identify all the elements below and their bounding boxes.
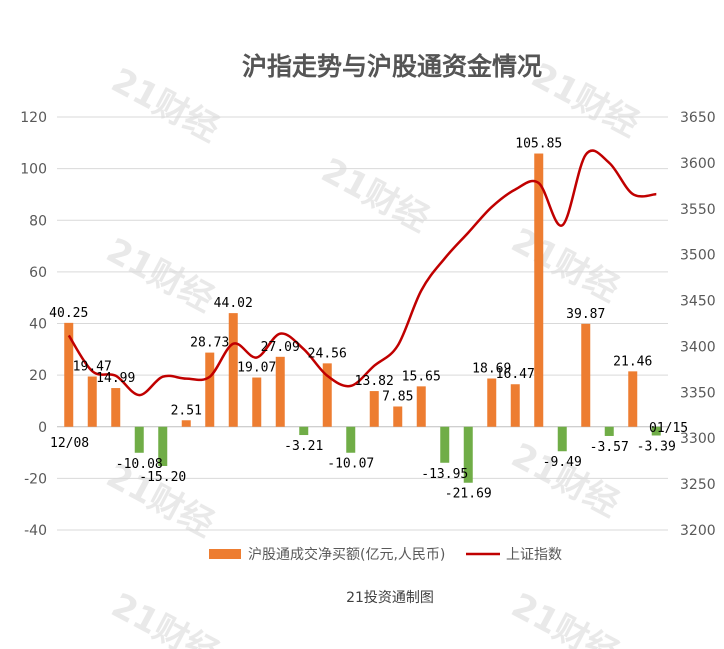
left-tick-label: -20: [24, 471, 47, 487]
bar: [393, 406, 403, 427]
bar: [228, 313, 238, 427]
right-tick-label: 3200: [680, 523, 716, 539]
watermark-text: 21财经: [100, 231, 221, 320]
left-tick-label: -40: [24, 523, 47, 539]
bar: [158, 426, 168, 466]
bar-value-label: -13.95: [421, 467, 468, 482]
bar: [346, 426, 356, 453]
bar: [487, 378, 497, 427]
bar-value-label: 13.82: [355, 374, 394, 389]
bar: [275, 356, 285, 427]
bar-value-label: 105.85: [515, 137, 562, 152]
bar-value-label: -3.39: [637, 440, 676, 455]
right-tick-label: 3350: [680, 385, 716, 401]
bar: [322, 363, 332, 427]
bar: [134, 426, 144, 453]
left-tick-label: 120: [20, 110, 47, 126]
bar: [205, 352, 215, 427]
left-y-axis: -40 -20 0 20 40 60 80 100 120: [20, 110, 47, 539]
bar-value-label: 28.73: [190, 336, 229, 351]
bar-value-label: 40.25: [49, 306, 88, 321]
bar-value-label: 21.46: [613, 354, 652, 369]
bar-value-label: -10.08: [116, 457, 163, 472]
x-start-label: 12/08: [50, 436, 89, 451]
right-tick-label: 3500: [680, 248, 716, 264]
bar: [628, 371, 638, 427]
bar: [440, 426, 450, 463]
legend-line-label: 上证指数: [506, 547, 562, 563]
bar-value-label: 19.07: [237, 361, 276, 376]
bar-value-label: -21.69: [445, 487, 492, 502]
watermark-text: 21财经: [505, 221, 626, 310]
line-series: [67, 149, 657, 397]
bar-value-label: -10.07: [327, 457, 374, 472]
watermark-text: 21财经: [505, 586, 626, 649]
bar: [299, 426, 309, 436]
left-tick-label: 80: [29, 213, 47, 229]
legend-bar-label: 沪股通成交净买额(亿元,人民币): [248, 546, 445, 563]
legend-bar-swatch: [209, 549, 241, 559]
bar: [87, 376, 97, 427]
bar: [64, 322, 74, 427]
bar: [651, 426, 661, 436]
bar-value-label: 14.99: [96, 371, 135, 386]
bar: [534, 153, 544, 427]
bar-value-label: 44.02: [214, 296, 253, 311]
bar-value-label: 7.85: [382, 389, 413, 404]
bar-value-label: 15.65: [402, 369, 441, 384]
right-tick-label: 3650: [680, 110, 716, 126]
bar-value-label: -3.21: [284, 439, 323, 454]
chart-footer: 21投资通制图: [346, 590, 434, 606]
bar: [181, 420, 191, 427]
x-end-label: 01/15: [649, 421, 688, 436]
bar: [510, 384, 520, 427]
left-tick-label: 60: [29, 265, 47, 281]
bar-series: [64, 153, 661, 483]
right-y-axis: 3200 3250 3300 3350 3400 3450 3500 3550 3600 3650: [680, 110, 716, 539]
bar-value-label: 19.47: [73, 359, 112, 374]
bar-value-label: 39.87: [566, 307, 605, 322]
right-tick-label: 3450: [680, 294, 716, 310]
bar: [416, 386, 426, 427]
bar-value-label: 27.09: [261, 340, 300, 355]
bar-value-label: 18.69: [472, 362, 511, 377]
bar: [463, 426, 473, 483]
left-tick-label: 40: [29, 317, 47, 333]
right-tick-label: 3550: [680, 202, 716, 218]
left-tick-label: 20: [29, 368, 47, 384]
watermark-text: 21财经: [105, 61, 226, 150]
watermark-text: 21财经: [315, 151, 436, 240]
right-tick-label: 3400: [680, 339, 716, 355]
right-tick-label: 3300: [680, 431, 716, 447]
right-tick-label: 3600: [680, 156, 716, 172]
right-tick-label: 3250: [680, 477, 716, 493]
chart-title: 沪指走势与沪股通资金情况: [242, 52, 542, 81]
bar: [369, 391, 379, 427]
left-tick-label: 100: [20, 162, 47, 178]
bar-value-label: 16.47: [496, 367, 535, 382]
left-tick-label: 0: [38, 420, 47, 436]
bar: [111, 388, 121, 427]
bar: [557, 426, 567, 452]
legend: 沪股通成交净买额(亿元,人民币) 上证指数: [209, 546, 562, 563]
bar-value-label: 2.51: [171, 403, 202, 418]
watermark-text: 21财经: [105, 586, 226, 649]
bar-value-label: -9.49: [543, 455, 582, 470]
bar: [252, 377, 262, 427]
bar-value-label: -15.20: [139, 470, 186, 485]
bar-value-label: 24.56: [308, 346, 347, 361]
bar-value-label: -3.57: [590, 440, 629, 455]
index-line: [67, 149, 657, 397]
bar: [581, 323, 591, 427]
watermark-text: 21财经: [525, 56, 646, 145]
gridlines: [57, 116, 668, 531]
bar: [604, 426, 614, 436]
